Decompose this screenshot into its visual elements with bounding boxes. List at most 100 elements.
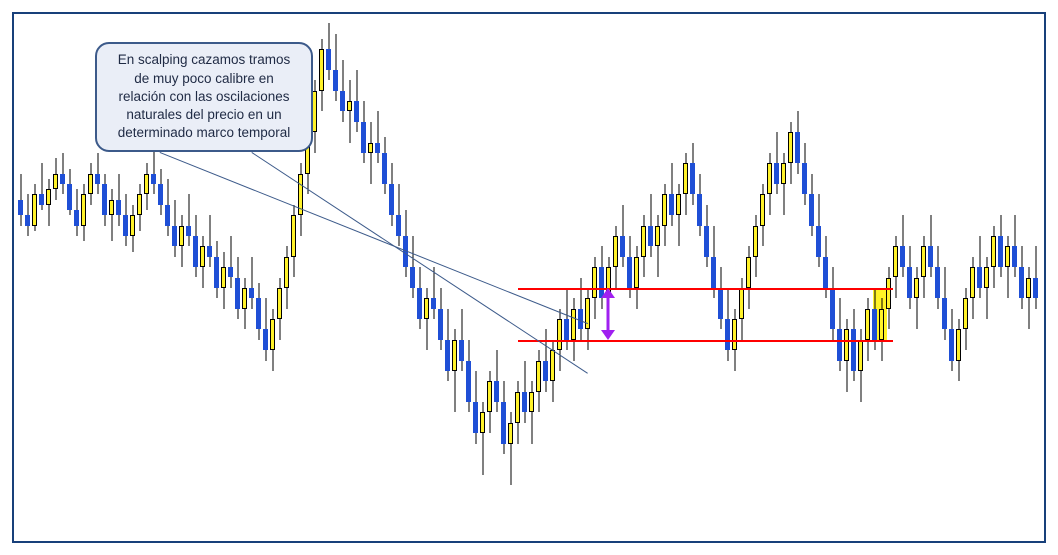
candle (389, 18, 394, 537)
candle (984, 18, 989, 537)
candle (676, 18, 681, 537)
candle (725, 18, 730, 537)
candle (956, 18, 961, 537)
candle (669, 18, 674, 537)
candle (872, 18, 877, 537)
candle (914, 18, 919, 537)
candle (746, 18, 751, 537)
candle (410, 18, 415, 537)
candle (571, 18, 576, 537)
candle (865, 18, 870, 537)
candle (844, 18, 849, 537)
candle (557, 18, 562, 537)
candle (648, 18, 653, 537)
candle (830, 18, 835, 537)
candle (837, 18, 842, 537)
candle (53, 18, 58, 537)
candle (403, 18, 408, 537)
candle (326, 18, 331, 537)
candle (788, 18, 793, 537)
candle (536, 18, 541, 537)
candle (1033, 18, 1038, 537)
candle (767, 18, 772, 537)
candle (424, 18, 429, 537)
candle (816, 18, 821, 537)
candle (347, 18, 352, 537)
candle (697, 18, 702, 537)
candle (340, 18, 345, 537)
candle (711, 18, 716, 537)
candle (732, 18, 737, 537)
candle (585, 18, 590, 537)
candle (1026, 18, 1031, 537)
candle (879, 18, 884, 537)
annotation-text: En scalping cazamos tramos de muy poco c… (118, 51, 291, 142)
candle (977, 18, 982, 537)
candle (81, 18, 86, 537)
candle (991, 18, 996, 537)
candle (690, 18, 695, 537)
candle (508, 18, 513, 537)
zone-line-upper (518, 288, 893, 290)
candle (515, 18, 520, 537)
candle (795, 18, 800, 537)
candle (375, 18, 380, 537)
candle (753, 18, 758, 537)
candle (46, 18, 51, 537)
zone-line-lower (518, 340, 893, 342)
candle (606, 18, 611, 537)
candle (459, 18, 464, 537)
candle (704, 18, 709, 537)
candle (564, 18, 569, 537)
candle (739, 18, 744, 537)
candle (67, 18, 72, 537)
candle (487, 18, 492, 537)
candle (683, 18, 688, 537)
candle (1012, 18, 1017, 537)
arrow-up-icon (601, 288, 615, 298)
range-arrow (607, 298, 610, 330)
candle (928, 18, 933, 537)
candle (970, 18, 975, 537)
candle (417, 18, 422, 537)
candle (74, 18, 79, 537)
candle (963, 18, 968, 537)
candle (522, 18, 527, 537)
candle (39, 18, 44, 537)
candle (452, 18, 457, 537)
candle (655, 18, 660, 537)
candle (60, 18, 65, 537)
arrow-down-icon (601, 330, 615, 340)
candle (1005, 18, 1010, 537)
candle (494, 18, 499, 537)
candle (88, 18, 93, 537)
candle (921, 18, 926, 537)
candle (354, 18, 359, 537)
candle (529, 18, 534, 537)
candle (319, 18, 324, 537)
candle (823, 18, 828, 537)
candle (445, 18, 450, 537)
candle (32, 18, 37, 537)
candle (942, 18, 947, 537)
candle (501, 18, 506, 537)
candle (382, 18, 387, 537)
candle (18, 18, 23, 537)
candle (431, 18, 436, 537)
candle (935, 18, 940, 537)
annotation-callout: En scalping cazamos tramos de muy poco c… (95, 42, 313, 152)
candle (613, 18, 618, 537)
candle (592, 18, 597, 537)
candle (662, 18, 667, 537)
candle (851, 18, 856, 537)
candle (333, 18, 338, 537)
candle (809, 18, 814, 537)
candle (396, 18, 401, 537)
candle (998, 18, 1003, 537)
candle (361, 18, 366, 537)
candle (641, 18, 646, 537)
candle (886, 18, 891, 537)
candle (907, 18, 912, 537)
candle (893, 18, 898, 537)
candle (599, 18, 604, 537)
